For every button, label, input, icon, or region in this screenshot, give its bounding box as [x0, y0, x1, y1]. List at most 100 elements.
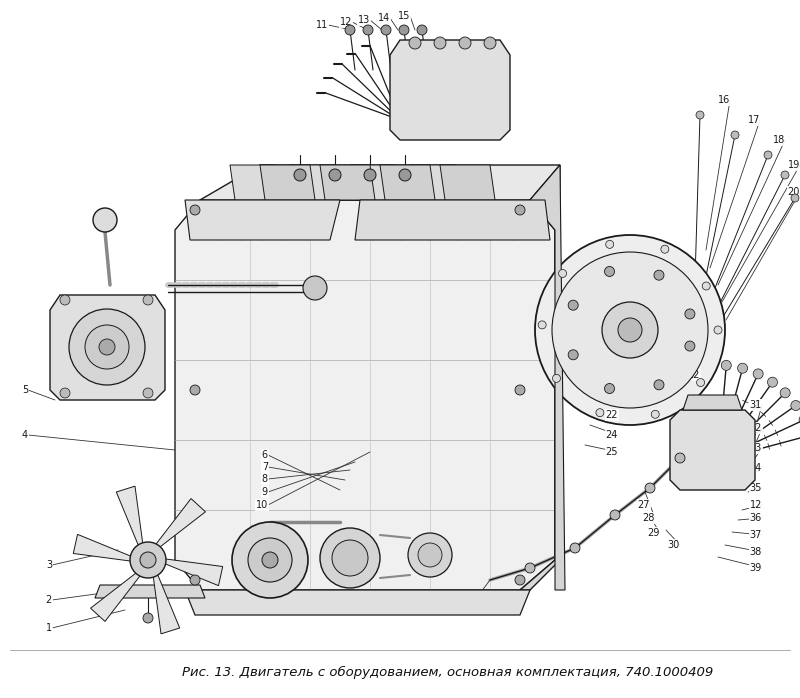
Polygon shape — [158, 558, 222, 586]
Polygon shape — [230, 165, 275, 200]
Text: 6: 6 — [262, 450, 268, 460]
Circle shape — [408, 533, 452, 577]
Circle shape — [714, 326, 722, 334]
Text: 16: 16 — [718, 95, 730, 105]
Text: 22: 22 — [606, 410, 618, 420]
Circle shape — [85, 325, 129, 369]
Text: 24: 24 — [606, 430, 618, 440]
Circle shape — [753, 369, 763, 379]
Circle shape — [661, 245, 669, 253]
Polygon shape — [200, 165, 560, 200]
Circle shape — [484, 37, 496, 49]
Circle shape — [399, 169, 411, 181]
Circle shape — [764, 151, 772, 159]
Polygon shape — [50, 295, 165, 400]
Circle shape — [459, 37, 471, 49]
Circle shape — [568, 300, 578, 310]
Text: 27: 27 — [638, 500, 650, 510]
Circle shape — [570, 543, 580, 553]
Polygon shape — [151, 498, 206, 552]
Circle shape — [722, 360, 731, 371]
Text: 26: 26 — [462, 595, 475, 605]
Text: 10: 10 — [256, 500, 268, 510]
Text: 30: 30 — [668, 540, 680, 550]
Text: 8: 8 — [262, 474, 268, 484]
Circle shape — [697, 378, 705, 387]
Circle shape — [645, 483, 655, 493]
Polygon shape — [530, 165, 565, 590]
Circle shape — [558, 269, 566, 277]
Circle shape — [417, 25, 427, 35]
Text: 25: 25 — [606, 447, 618, 457]
Polygon shape — [520, 165, 560, 590]
Text: 13: 13 — [358, 15, 370, 25]
Polygon shape — [260, 165, 315, 200]
Circle shape — [345, 25, 355, 35]
Circle shape — [60, 295, 70, 305]
Polygon shape — [290, 165, 335, 200]
Polygon shape — [355, 200, 550, 240]
Circle shape — [399, 25, 409, 35]
Text: 31: 31 — [750, 400, 762, 410]
Text: 29: 29 — [648, 528, 660, 538]
Text: 36: 36 — [750, 513, 762, 523]
Circle shape — [535, 235, 725, 425]
Text: 21: 21 — [606, 390, 618, 400]
Text: 39: 39 — [750, 563, 762, 573]
Polygon shape — [440, 165, 495, 200]
Circle shape — [602, 302, 658, 358]
Circle shape — [791, 401, 800, 410]
Text: 14: 14 — [378, 13, 390, 23]
Circle shape — [654, 380, 664, 389]
Polygon shape — [74, 535, 138, 562]
Circle shape — [143, 388, 153, 398]
Circle shape — [568, 350, 578, 359]
Circle shape — [696, 111, 704, 119]
Circle shape — [538, 321, 546, 329]
Circle shape — [363, 25, 373, 35]
Polygon shape — [175, 200, 555, 590]
Circle shape — [190, 575, 200, 585]
Polygon shape — [410, 165, 455, 200]
Polygon shape — [350, 165, 395, 200]
Circle shape — [675, 453, 685, 463]
Text: 18: 18 — [773, 135, 785, 145]
Circle shape — [791, 194, 799, 202]
Circle shape — [685, 341, 695, 351]
Circle shape — [130, 542, 166, 578]
Circle shape — [767, 377, 778, 387]
Circle shape — [605, 383, 614, 394]
Text: 15: 15 — [398, 11, 410, 21]
Polygon shape — [670, 410, 755, 490]
Circle shape — [320, 528, 380, 588]
Polygon shape — [90, 568, 145, 621]
Circle shape — [731, 131, 739, 139]
Text: 23: 23 — [668, 355, 680, 365]
Circle shape — [651, 410, 659, 418]
Circle shape — [332, 540, 368, 576]
Text: 7: 7 — [262, 462, 268, 472]
Circle shape — [303, 276, 327, 300]
Text: 35: 35 — [750, 483, 762, 493]
Circle shape — [248, 538, 292, 582]
Text: 12: 12 — [688, 370, 700, 380]
Polygon shape — [390, 40, 510, 140]
Circle shape — [610, 510, 620, 520]
Text: 2: 2 — [46, 595, 52, 605]
Circle shape — [780, 388, 790, 398]
Text: 34: 34 — [750, 463, 762, 473]
Circle shape — [685, 309, 695, 319]
Circle shape — [799, 415, 800, 425]
Circle shape — [738, 363, 747, 373]
Text: 19: 19 — [788, 160, 800, 170]
Circle shape — [702, 282, 710, 290]
Text: Рис. 13. Двигатель с оборудованием, основная комплектация, 740.1000409: Рис. 13. Двигатель с оборудованием, осно… — [182, 665, 714, 678]
Circle shape — [515, 385, 525, 395]
Circle shape — [190, 385, 200, 395]
Circle shape — [294, 169, 306, 181]
Circle shape — [232, 522, 308, 598]
Text: 37: 37 — [750, 530, 762, 540]
Text: 5: 5 — [22, 385, 28, 395]
Circle shape — [525, 563, 535, 573]
Circle shape — [781, 171, 789, 179]
